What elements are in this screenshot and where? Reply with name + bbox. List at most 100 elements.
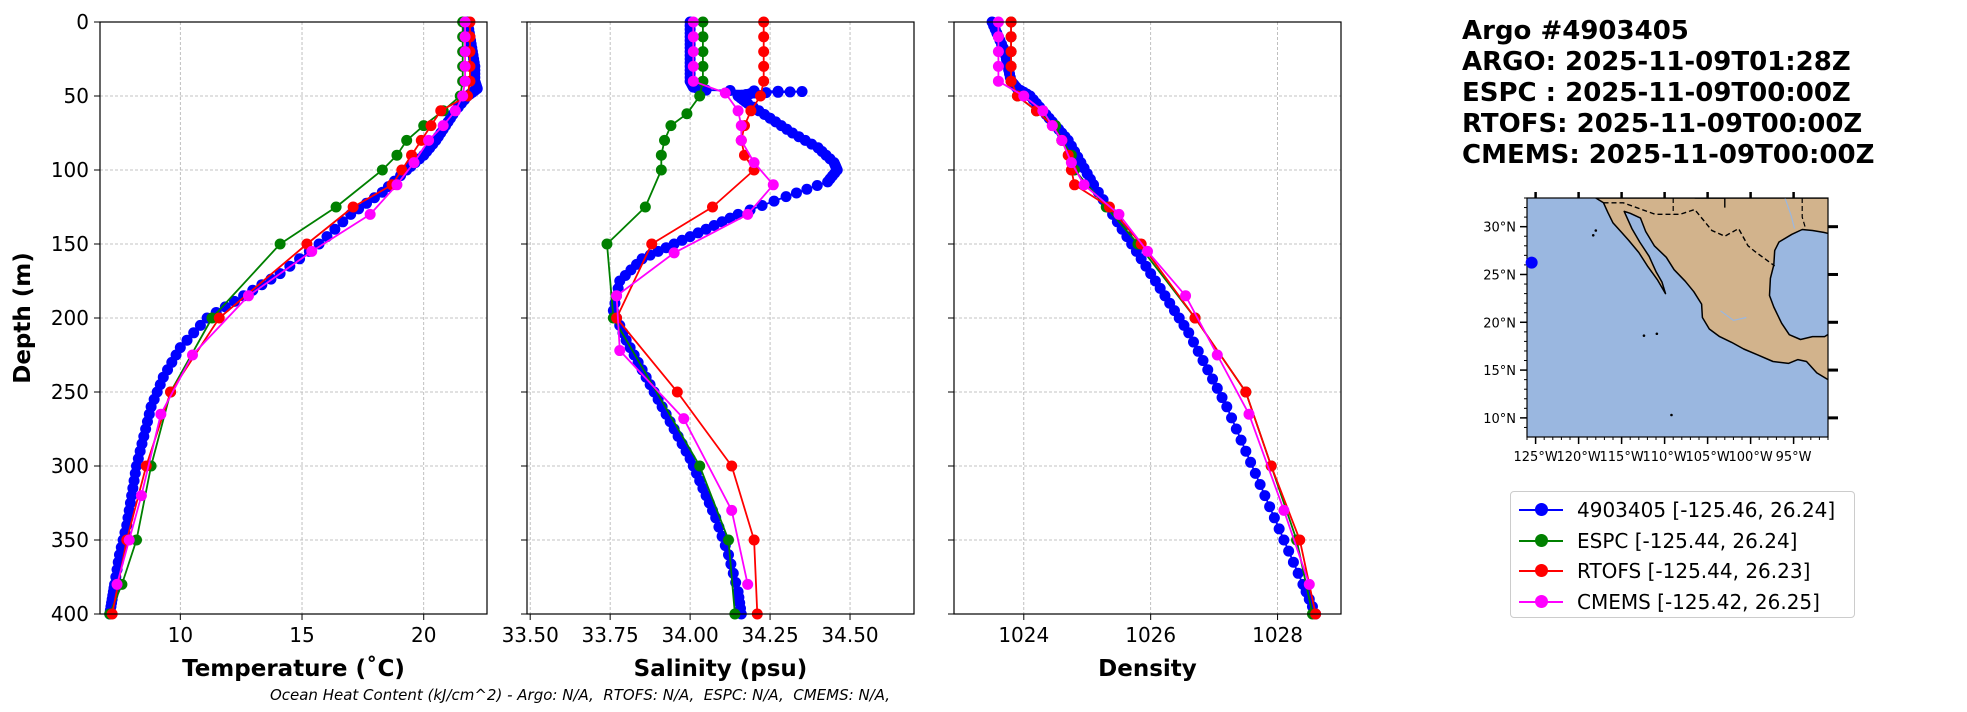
x-axis-label: Temperature (˚C): [182, 655, 405, 682]
data-point: [459, 46, 471, 58]
data-point: [790, 187, 802, 199]
data-point: [1235, 434, 1247, 446]
data-point: [1240, 386, 1252, 398]
series-cmems: [111, 16, 471, 590]
data-point: [1037, 105, 1049, 117]
location-map: 30°N 25°N 20°N 15°N 10°N 125°W120°W115°W110°W…: [1483, 192, 1838, 465]
island: [1670, 413, 1673, 417]
data-point: [665, 120, 677, 132]
data-point: [123, 534, 135, 546]
x-tick-label: 34.25: [741, 623, 798, 647]
data-point: [364, 208, 376, 220]
state-border: [1801, 198, 1807, 229]
data-point: [732, 105, 744, 117]
legend-marker: [1535, 533, 1548, 547]
ohc-footer: Ocean Heat Content (kJ/cm^2) - Argo: N/A…: [269, 686, 891, 704]
data-point: [401, 134, 413, 146]
data-point: [459, 60, 471, 72]
data-point: [1069, 179, 1081, 191]
data-point: [742, 578, 754, 590]
data-point: [697, 31, 709, 43]
data-point: [659, 134, 671, 146]
data-point: [611, 312, 623, 324]
data-point: [1287, 556, 1299, 568]
data-point: [992, 31, 1004, 43]
river: [1784, 198, 1796, 229]
data-point: [459, 31, 471, 43]
x-tick-label: 1028: [1252, 623, 1303, 647]
data-point: [614, 345, 626, 357]
map-lon-label: 105°W: [1686, 450, 1730, 465]
data-point: [639, 201, 651, 213]
data-point: [329, 223, 341, 235]
data-point: [646, 238, 658, 250]
data-point: [347, 201, 359, 213]
island: [1655, 332, 1659, 336]
data-point: [1303, 578, 1315, 590]
data-point: [1254, 479, 1266, 490]
legend-entry-argo: 4903405 [-125.46, 26.24]: [1511, 495, 1854, 526]
data-point: [135, 490, 147, 502]
legend-entry-rtofs: RTOFS [-125.44, 26.23]: [1511, 556, 1854, 587]
data-point: [719, 87, 731, 99]
data-point: [1245, 456, 1257, 468]
data-point: [758, 60, 770, 72]
data-point: [1142, 245, 1153, 257]
data-point: [391, 149, 403, 161]
data-point: [111, 578, 123, 590]
series-espc: [601, 16, 741, 620]
data-point: [681, 108, 693, 120]
data-point: [745, 105, 757, 117]
data-point: [655, 164, 667, 176]
title-line-cmems-time: CMEMS: 2025-11-09T00:00Z: [1462, 140, 1875, 170]
data-point: [188, 327, 200, 339]
series-cmems: [611, 16, 779, 590]
legend-label: ESPC [-125.44, 26.24]: [1577, 528, 1798, 553]
country-border: [1603, 202, 1776, 267]
data-point: [1264, 501, 1276, 513]
data-point: [735, 120, 747, 132]
data-point: [687, 31, 699, 43]
x-tick-label: 33.75: [582, 623, 639, 647]
title-line-rtofs-time: RTOFS: 2025-11-09T00:00Z: [1462, 109, 1863, 139]
legend-entry-cmems: CMEMS [-125.42, 26.25]: [1511, 587, 1854, 618]
data-point: [726, 460, 738, 472]
data-point: [1221, 401, 1233, 413]
x-tick-label: 15: [289, 623, 314, 647]
river: [1720, 310, 1747, 322]
profile-panel-3: 1024 1026 1028 Density: [948, 16, 1342, 682]
data-point: [655, 149, 667, 161]
data-point: [768, 195, 780, 207]
legend-label: CMEMS [-125.42, 26.25]: [1577, 589, 1820, 614]
data-point: [697, 60, 709, 72]
state-border: [1694, 198, 1726, 208]
data-point: [1278, 504, 1290, 516]
data-point: [694, 90, 706, 102]
data-point: [748, 157, 760, 169]
data-point: [1113, 208, 1125, 220]
data-point: [1230, 423, 1242, 435]
data-point: [758, 75, 770, 87]
data-point: [1294, 534, 1306, 546]
legend-marker: [1535, 503, 1548, 516]
data-point: [376, 164, 388, 176]
data-point: [687, 60, 699, 72]
data-point: [1207, 373, 1219, 385]
series-cmems: [992, 16, 1315, 590]
data-point: [678, 413, 690, 425]
data-point: [758, 31, 770, 43]
data-point: [459, 75, 471, 87]
data-point: [758, 46, 770, 58]
data-point: [671, 386, 683, 398]
y-tick-label: 300: [51, 454, 89, 478]
data-point: [796, 86, 808, 98]
data-point: [457, 90, 469, 102]
data-point: [1292, 567, 1304, 579]
data-point: [992, 60, 1004, 72]
map-lat-label: 20°N: [1483, 316, 1516, 331]
data-point: [1189, 312, 1201, 324]
data-point: [1046, 120, 1058, 132]
map-lon-label: 100°W: [1729, 450, 1773, 465]
mainland: [1595, 198, 1828, 381]
